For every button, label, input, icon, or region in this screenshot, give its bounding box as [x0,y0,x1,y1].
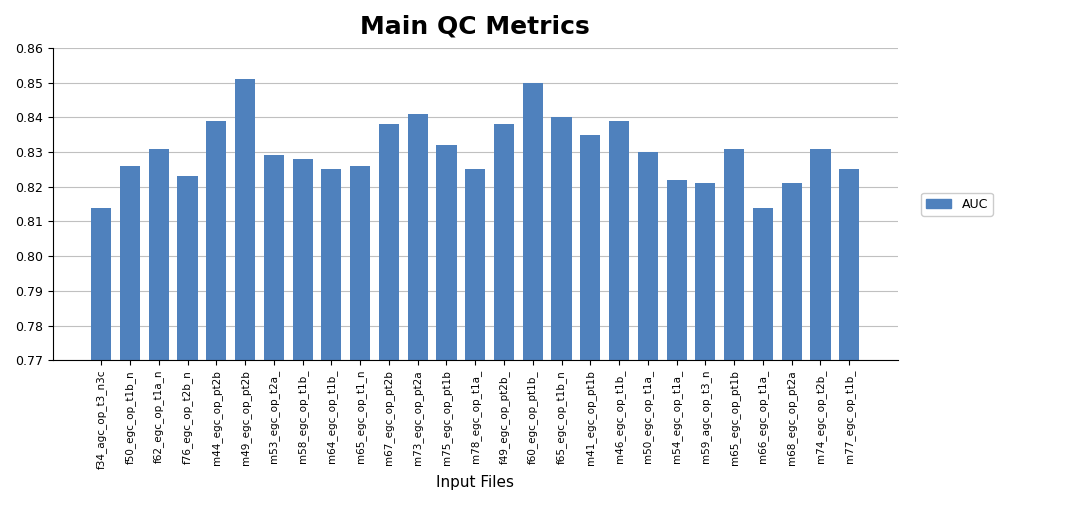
Bar [753,208,773,505]
Bar [580,135,600,505]
Bar [638,152,657,505]
Bar [839,169,859,505]
Bar [810,148,831,505]
Bar [178,176,197,505]
Bar [91,208,112,505]
Title: Main QC Metrics: Main QC Metrics [361,15,590,39]
Bar [466,169,485,505]
Bar [494,124,514,505]
Bar [148,148,169,505]
Legend: AUC: AUC [922,192,993,216]
Bar [551,117,572,505]
Bar [264,156,284,505]
Bar [120,166,140,505]
Bar [407,114,428,505]
Bar [782,183,801,505]
Bar [436,145,457,505]
Bar [379,124,399,505]
Bar [695,183,716,505]
Bar [235,79,256,505]
Bar [523,83,543,505]
Bar [322,169,341,505]
Bar [609,121,629,505]
Bar [666,180,687,505]
Bar [292,159,313,505]
Bar [206,121,226,505]
Bar [350,166,370,505]
X-axis label: Input Files: Input Files [436,475,514,490]
Bar [725,148,744,505]
